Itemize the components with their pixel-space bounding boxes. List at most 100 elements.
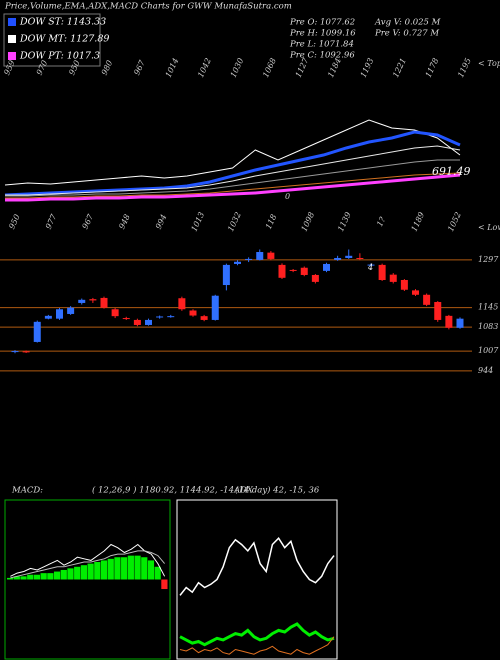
macd-bar — [121, 557, 128, 580]
candle-body — [400, 280, 408, 290]
info-text: Pre H: 1099.16 — [289, 29, 356, 39]
macd-bar — [60, 569, 67, 580]
macd-bar — [7, 577, 14, 580]
candle-body — [156, 316, 164, 318]
legend-box — [3, 13, 101, 67]
y-tick-label: 1297 — [478, 255, 499, 264]
annotation: 0 — [285, 192, 290, 201]
candle-body — [267, 252, 275, 259]
macd-bar — [53, 571, 61, 580]
candle-body — [133, 319, 141, 325]
side-label: < Lows — [478, 223, 500, 232]
candle-body — [145, 319, 152, 325]
candle-body — [200, 316, 208, 320]
candle-body — [323, 263, 330, 271]
legend-swatch — [8, 35, 16, 43]
macd-bar — [147, 560, 155, 580]
adx-line — [179, 636, 335, 655]
macd-bar — [161, 579, 168, 590]
legend-label: DOW MT: 1127.89 — [19, 34, 109, 45]
ema-line — [5, 172, 461, 199]
candle-body — [167, 316, 175, 318]
macd-bar — [40, 573, 47, 580]
ema-line — [5, 145, 461, 196]
candle-body — [178, 298, 186, 310]
candle-body — [234, 261, 241, 264]
candle-body — [423, 294, 431, 305]
peak-label: 1? — [375, 215, 387, 228]
y-tick-label: 1007 — [478, 346, 499, 355]
candle-body — [378, 264, 386, 280]
panel-frame — [176, 499, 338, 660]
candle-body — [78, 299, 86, 303]
candle-body — [111, 309, 119, 317]
macd-bar — [33, 574, 41, 580]
macd-bar — [100, 560, 108, 580]
ema-line — [4, 130, 461, 197]
candle-body — [456, 318, 464, 328]
macd-bar — [94, 562, 101, 580]
candle-body — [356, 257, 364, 259]
y-tick-label: 1083 — [478, 322, 498, 331]
annotation: 691.49 — [432, 165, 471, 178]
panel-label: MACD: — [11, 486, 43, 496]
panel-label: (14 day) 42, -15, 36 — [235, 485, 320, 496]
candle-body — [300, 267, 308, 275]
macd-bar — [67, 568, 74, 580]
info-text: Pre V: 0.727 M — [374, 29, 439, 39]
macd-bar — [141, 557, 148, 580]
info-text: Pre O: 1077.62 — [289, 18, 355, 28]
candle-body — [367, 264, 375, 266]
side-label: < Tops — [478, 59, 500, 68]
macd-bar — [127, 555, 134, 580]
adx-line — [179, 537, 335, 596]
macd-bar — [74, 566, 81, 580]
ema-line — [5, 173, 461, 202]
macd-bar — [114, 557, 121, 580]
candle-body — [345, 255, 353, 258]
legend-swatch — [8, 18, 16, 26]
ema-line — [5, 159, 460, 197]
macd-bar — [107, 558, 114, 580]
y-tick-label: 944 — [478, 366, 493, 375]
candle-body — [100, 297, 108, 308]
adx-line — [179, 622, 335, 647]
candle-body — [67, 307, 75, 314]
ema-line — [4, 119, 461, 186]
candle-body — [189, 310, 197, 316]
info-text: Avg V: 0.025 M — [374, 18, 441, 28]
candle-body — [222, 264, 230, 286]
macd-bar — [27, 574, 34, 580]
candle-body — [11, 351, 19, 353]
chart-title: Price,Volume,EMA,ADX,MACD Charts for GWW… — [4, 2, 292, 12]
legend-label: DOW ST: 1143.33 — [19, 17, 106, 28]
candle-body — [89, 299, 97, 301]
legend-label: DOW PT: 1017.3 — [19, 51, 100, 62]
candle-body — [389, 274, 397, 282]
candle-body — [245, 258, 253, 260]
macd-bar — [13, 576, 20, 580]
panel-label: ( 12,26,9 ) 1180.92, 1144.92, -14ADX — [92, 485, 254, 496]
candle-body — [211, 295, 219, 320]
candle-body — [311, 274, 319, 282]
candle-body — [278, 264, 286, 278]
candle-body — [44, 315, 52, 319]
macd-bar — [20, 576, 27, 580]
candle-body — [445, 315, 453, 328]
annotation: 4 — [367, 263, 373, 272]
macd-bar — [154, 566, 161, 580]
candle-body — [434, 302, 442, 320]
y-tick-label: 1145 — [478, 303, 498, 312]
legend-swatch — [8, 52, 16, 60]
candle-body — [56, 309, 63, 319]
macd-bar — [134, 555, 141, 580]
macd-bar — [47, 573, 54, 580]
info-text: Pre C: 1092.96 — [289, 51, 355, 61]
macd-line — [10, 543, 166, 577]
candle-body — [289, 269, 297, 271]
candle-body — [33, 321, 41, 342]
info-text: Pre L: 1071.84 — [289, 40, 354, 50]
candle-body — [256, 252, 264, 260]
